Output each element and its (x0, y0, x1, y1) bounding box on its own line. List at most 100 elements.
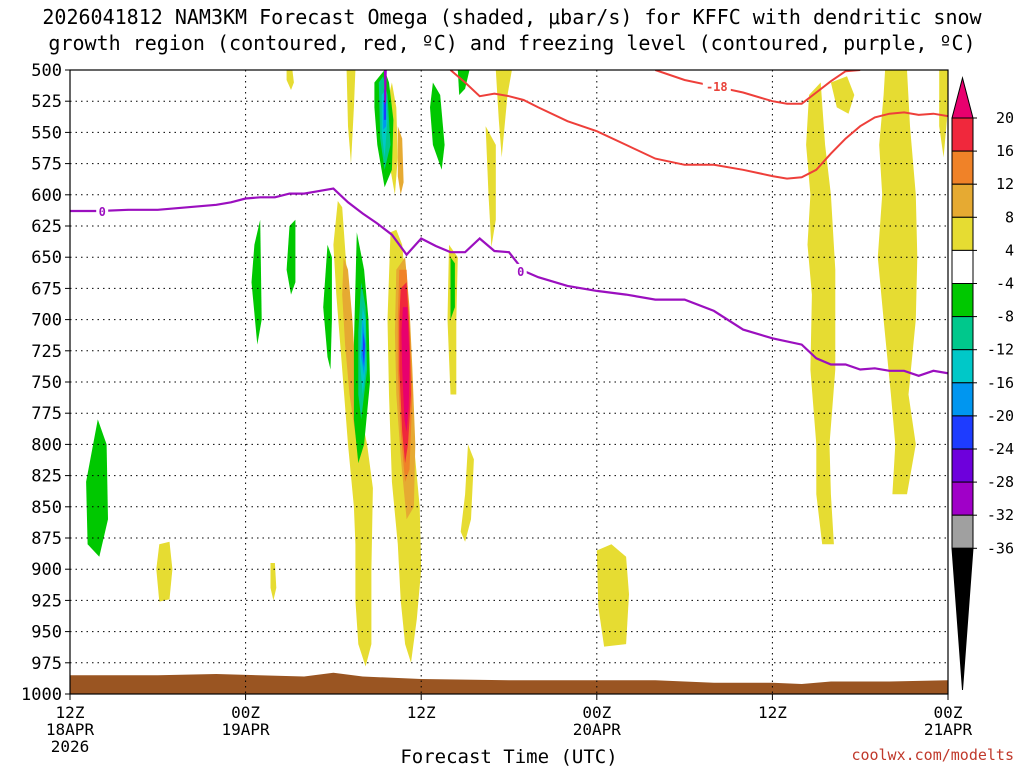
y-tick-label-825: 825 (31, 467, 62, 487)
colorbar-tick-label-0: 20 (996, 109, 1014, 127)
omega-region-18 (397, 126, 404, 195)
omega-region-39 (401, 307, 410, 432)
y-tick-label-600: 600 (31, 186, 62, 206)
y-tick-label-800: 800 (31, 435, 62, 455)
freezing-level-label-mid: 0 (517, 265, 524, 279)
omega-region-19 (86, 419, 108, 557)
y-tick-label-925: 925 (31, 591, 62, 611)
x-tick-label-3-1: 20APR (573, 720, 622, 739)
colorbar-bin-6 (951, 283, 974, 318)
y-tick-label-850: 850 (31, 498, 62, 518)
omega-region-5 (333, 201, 373, 667)
colorbar-bin-10 (951, 415, 974, 450)
colorbar-tick-label-3: 8 (1005, 208, 1014, 226)
x-tick-label-1-1: 19APR (222, 720, 271, 739)
colorbar-bin-4 (951, 216, 974, 251)
omega-region-2 (495, 70, 512, 158)
colorbar-bin-3 (951, 183, 974, 218)
x-tick-label-5-1: 21APR (924, 720, 973, 739)
y-tick-label-525: 525 (31, 92, 62, 112)
x-tick-label-5-0: 00Z (934, 703, 963, 722)
omega-region-7 (447, 244, 458, 395)
y-tick-label-950: 950 (31, 623, 62, 643)
omega-region-20 (251, 219, 262, 345)
omega-region-0 (286, 70, 294, 90)
omega-region-12 (806, 82, 836, 545)
x-tick-label-0-1: 18APR (46, 720, 95, 739)
omega-region-14 (939, 70, 948, 158)
omega-region-15 (830, 76, 855, 114)
x-tick-label-2-0: 12Z (407, 703, 436, 722)
omega-region-13 (877, 70, 918, 495)
grid (70, 70, 948, 694)
y-tick-label-750: 750 (31, 373, 62, 393)
colorbar-tick-label-12: -32 (987, 506, 1014, 524)
colorbar-tick-label-13: -36 (987, 539, 1014, 557)
freezing-level-label-left: 0 (99, 205, 106, 219)
colorbar-tick-label-7: -12 (987, 341, 1014, 359)
colorbar-bin-11 (951, 448, 974, 483)
dgz-label-minus18: -18 (706, 80, 728, 94)
colorbar-bin-9 (951, 382, 974, 417)
colorbar-bin-7 (951, 316, 974, 351)
colorbar-tick-label-1: 16 (996, 142, 1014, 160)
colorbar-tick-label-8: -16 (987, 374, 1014, 392)
omega-region-22 (323, 244, 332, 370)
y-tick-label-675: 675 (31, 279, 62, 299)
chart-title-line-1: 2026041812 NAM3KM Forecast Omega (shaded… (42, 5, 982, 29)
x-tick-label-0-0: 12Z (56, 703, 85, 722)
y-tick-label-875: 875 (31, 529, 62, 549)
colorbar-tick-label-5: -4 (996, 275, 1014, 293)
omega-region-9 (156, 541, 173, 602)
colorbar-bin-5 (951, 249, 974, 284)
colorbar-bin-2 (951, 150, 974, 185)
freezing-level-label-left-halo (96, 204, 109, 218)
colorbar-tick-label-9: -20 (987, 407, 1014, 425)
x-tick-label-4-0: 12Z (758, 703, 787, 722)
colorbar-tick-label-6: -8 (996, 308, 1014, 326)
x-tick-label-0-2: 2026 (51, 737, 90, 756)
y-tick-label-700: 700 (31, 311, 62, 331)
colorbar-bottom-arrow (951, 547, 974, 691)
colorbar-tick-label-11: -28 (987, 473, 1014, 491)
colorbar-tick-label-2: 12 (996, 175, 1014, 193)
colorbar: 20 16 12 8 4 -4 -8 -12 -16 -20 -24 -28 -32 -36 (951, 76, 1014, 691)
freezing-level-line (70, 187, 948, 377)
y-tick-label-775: 775 (31, 404, 62, 424)
omega-region-25 (430, 82, 445, 170)
omega-region-11 (596, 544, 629, 647)
y-tick-label-1000: 1000 (21, 685, 62, 705)
dgz-label-minus18-halo (702, 79, 731, 93)
ground-surface (70, 672, 948, 694)
omega-region-4 (460, 444, 474, 542)
colorbar-bin-13 (951, 514, 974, 549)
x-tick-label-3-0: 00Z (582, 703, 611, 722)
omega-region-3 (485, 126, 496, 248)
freezing-level-label-mid-halo (514, 263, 527, 277)
colorbar-tick-label-10: -24 (987, 440, 1014, 458)
omega-region-34 (362, 332, 365, 367)
x-tick-label-1-0: 00Z (231, 703, 260, 722)
chart-title-line-2: growth region (contoured, red, ºC) and f… (48, 31, 975, 55)
contour-lines: 0 0 -18 (70, 70, 948, 377)
y-tick-label-975: 975 (31, 654, 62, 674)
dgz-contour-upper (449, 70, 948, 180)
colorbar-tick-label-4: 4 (1005, 241, 1014, 259)
y-tick-label-550: 550 (31, 123, 62, 143)
colorbar-bin-12 (951, 481, 974, 516)
omega-region-10 (270, 563, 277, 601)
colorbar-bin-1 (951, 117, 974, 152)
omega-region-1 (346, 70, 356, 164)
omega-region-27 (450, 257, 455, 320)
y-tick-label-575: 575 (31, 155, 62, 175)
y-tick-label-625: 625 (31, 217, 62, 237)
colorbar-bin-8 (951, 349, 974, 384)
x-axis-label: Forecast Time (UTC) (400, 746, 617, 768)
credit-text: coolwx.com/modelts (851, 746, 1014, 764)
y-tick-label-500: 500 (31, 61, 62, 81)
omega-region-36 (383, 70, 387, 105)
y-axis: 500 525 550 575 600 625 650 675 700 725 750 775 800 8… (21, 61, 70, 705)
